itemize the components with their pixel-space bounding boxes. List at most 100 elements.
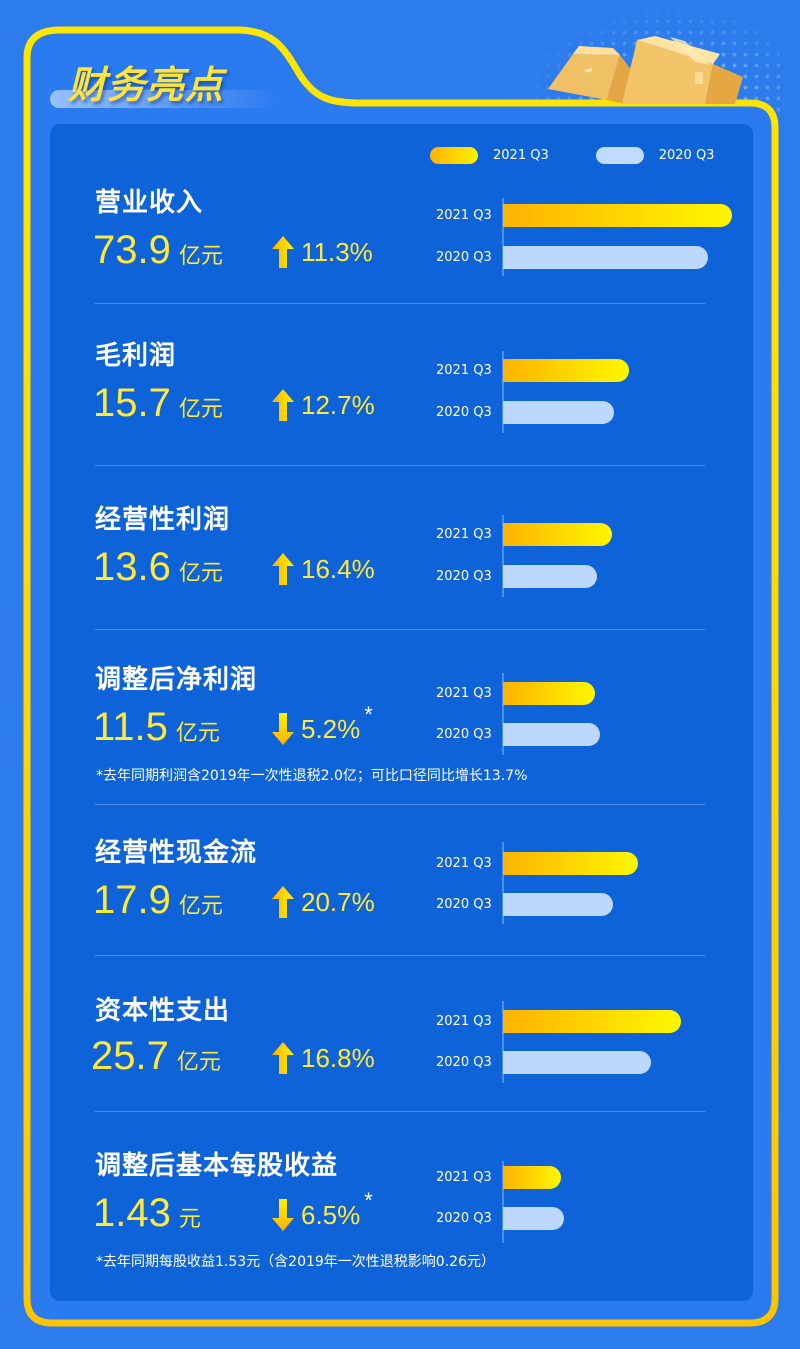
metric-value: 1.43 元 (93, 1191, 201, 1236)
bar-group: 2021 Q3 2020 Q3 (430, 194, 750, 276)
bar-group: 2021 Q3 2020 Q3 (430, 842, 750, 924)
bar-axis (502, 198, 504, 276)
bar-group: 2021 Q3 2020 Q3 (430, 1001, 750, 1083)
bar-2020 (503, 1051, 651, 1074)
title-highlight-bar (50, 90, 280, 108)
yoy-change: 16.4% (272, 553, 375, 585)
bar-2021 (503, 852, 638, 875)
metric-name: 经营性利润 (95, 505, 231, 535)
row-divider (95, 303, 705, 304)
bar-2021 (503, 359, 629, 382)
arrow-up-icon (272, 1042, 294, 1074)
bar-label-2020: 2020 Q3 (436, 405, 492, 420)
legend-label-2021: 2021 Q3 (493, 148, 549, 163)
bar-label-2020: 2020 Q3 (436, 1211, 492, 1226)
page-title: 财务亮点 (68, 63, 225, 107)
metric-number: 11.5 (93, 705, 168, 749)
bar-axis (502, 673, 504, 755)
bar-group: 2021 Q3 2020 Q3 (430, 673, 750, 755)
yoy-change: 5.2% * (272, 702, 373, 745)
change-percent: 6.5% (301, 1199, 361, 1230)
change-percent: 5.2% (301, 713, 361, 744)
yoy-change: 11.3% (272, 236, 373, 268)
metric-name: 调整后基本每股收益 (95, 1151, 339, 1181)
page-title-block: 财务亮点 (50, 52, 290, 110)
yoy-change: 20.7% (272, 886, 375, 918)
yoy-change: 12.7% (272, 389, 375, 421)
bar-label-2021: 2021 Q3 (436, 363, 492, 378)
metric-value: 73.9 亿元 (93, 228, 223, 273)
row-divider (95, 955, 705, 956)
bar-2021 (503, 1010, 681, 1033)
metric-value: 17.9 亿元 (93, 878, 223, 923)
arrow-up-icon (272, 886, 294, 918)
metric-value: 11.5 亿元 (93, 705, 220, 750)
change-percent: 16.4% (301, 553, 375, 584)
metric-number: 73.9 (93, 228, 171, 272)
row-divider (95, 804, 705, 805)
change-percent: 11.3% (301, 236, 373, 267)
bar-2020 (503, 893, 613, 916)
bar-label-2020: 2020 Q3 (436, 897, 492, 912)
change-percent: 16.8% (301, 1042, 375, 1073)
metric-unit: 亿元 (175, 720, 220, 745)
bar-2021 (503, 682, 595, 705)
footnote: *去年同期每股收益1.53元（含2019年一次性退税影响0.26元） (96, 1254, 495, 1270)
metric-unit: 亿元 (178, 893, 223, 918)
metric-name: 调整后净利润 (95, 665, 258, 695)
metric-name: 毛利润 (95, 341, 177, 371)
bar-label-2020: 2020 Q3 (436, 727, 492, 742)
footnote: *去年同期利润含2019年一次性退税2.0亿；可比口径同比增长13.7% (96, 768, 528, 784)
bar-label-2020: 2020 Q3 (436, 569, 492, 584)
legend-label-2020: 2020 Q3 (658, 148, 715, 163)
chart-legend: 2021 Q3 2020 Q3 (430, 147, 761, 164)
change-percent: 12.7% (301, 389, 375, 420)
metric-unit: 亿元 (178, 243, 223, 268)
bar-axis (502, 515, 504, 597)
bar-label-2021: 2021 Q3 (436, 208, 492, 223)
bar-label-2020: 2020 Q3 (436, 1055, 492, 1070)
metric-name: 营业收入 (95, 188, 204, 218)
bar-2020 (503, 401, 614, 424)
bar-label-2021: 2021 Q3 (436, 1014, 492, 1029)
bar-group: 2021 Q3 2020 Q3 (430, 515, 750, 597)
bar-axis (502, 1161, 504, 1243)
yoy-change: 16.8% (272, 1042, 375, 1074)
metric-unit: 亿元 (178, 396, 223, 421)
bar-axis (502, 351, 504, 433)
row-divider (95, 465, 705, 466)
arrow-up-icon (272, 389, 294, 421)
bar-2020 (503, 565, 597, 588)
arrow-up-icon (272, 236, 294, 268)
metric-unit: 亿元 (178, 560, 223, 585)
footnote-asterisk: * (364, 1188, 373, 1213)
arrow-up-icon (272, 553, 294, 585)
metric-name: 资本性支出 (95, 996, 231, 1026)
metric-name: 经营性现金流 (95, 838, 258, 868)
bar-label-2021: 2021 Q3 (436, 686, 492, 701)
footnote-asterisk: * (364, 702, 373, 727)
metric-number: 13.6 (93, 545, 171, 589)
bar-label-2020: 2020 Q3 (436, 250, 492, 265)
metric-value: 13.6 亿元 (93, 545, 223, 590)
metric-unit: 亿元 (176, 1049, 221, 1074)
arrow-down-icon (272, 713, 294, 745)
bar-2021 (503, 523, 612, 546)
bar-group: 2021 Q3 2020 Q3 (430, 351, 750, 433)
bar-2020 (503, 723, 600, 746)
content-panel (50, 124, 753, 1301)
bar-group: 2021 Q3 2020 Q3 (430, 1161, 750, 1243)
metric-number: 25.7 (91, 1034, 169, 1078)
change-percent: 20.7% (301, 886, 375, 917)
cardboard-boxes-illustration (548, 36, 743, 104)
bar-label-2021: 2021 Q3 (436, 1170, 492, 1185)
metric-number: 15.7 (93, 381, 171, 425)
metric-value: 15.7 亿元 (93, 381, 223, 426)
bar-axis (502, 1001, 504, 1083)
metric-value: 25.7 亿元 (91, 1034, 221, 1079)
metric-number: 1.43 (93, 1191, 171, 1235)
bar-2020 (503, 1207, 564, 1230)
bar-2020 (503, 246, 708, 269)
bar-2021 (503, 1166, 561, 1189)
legend-swatch-2021 (430, 147, 478, 164)
